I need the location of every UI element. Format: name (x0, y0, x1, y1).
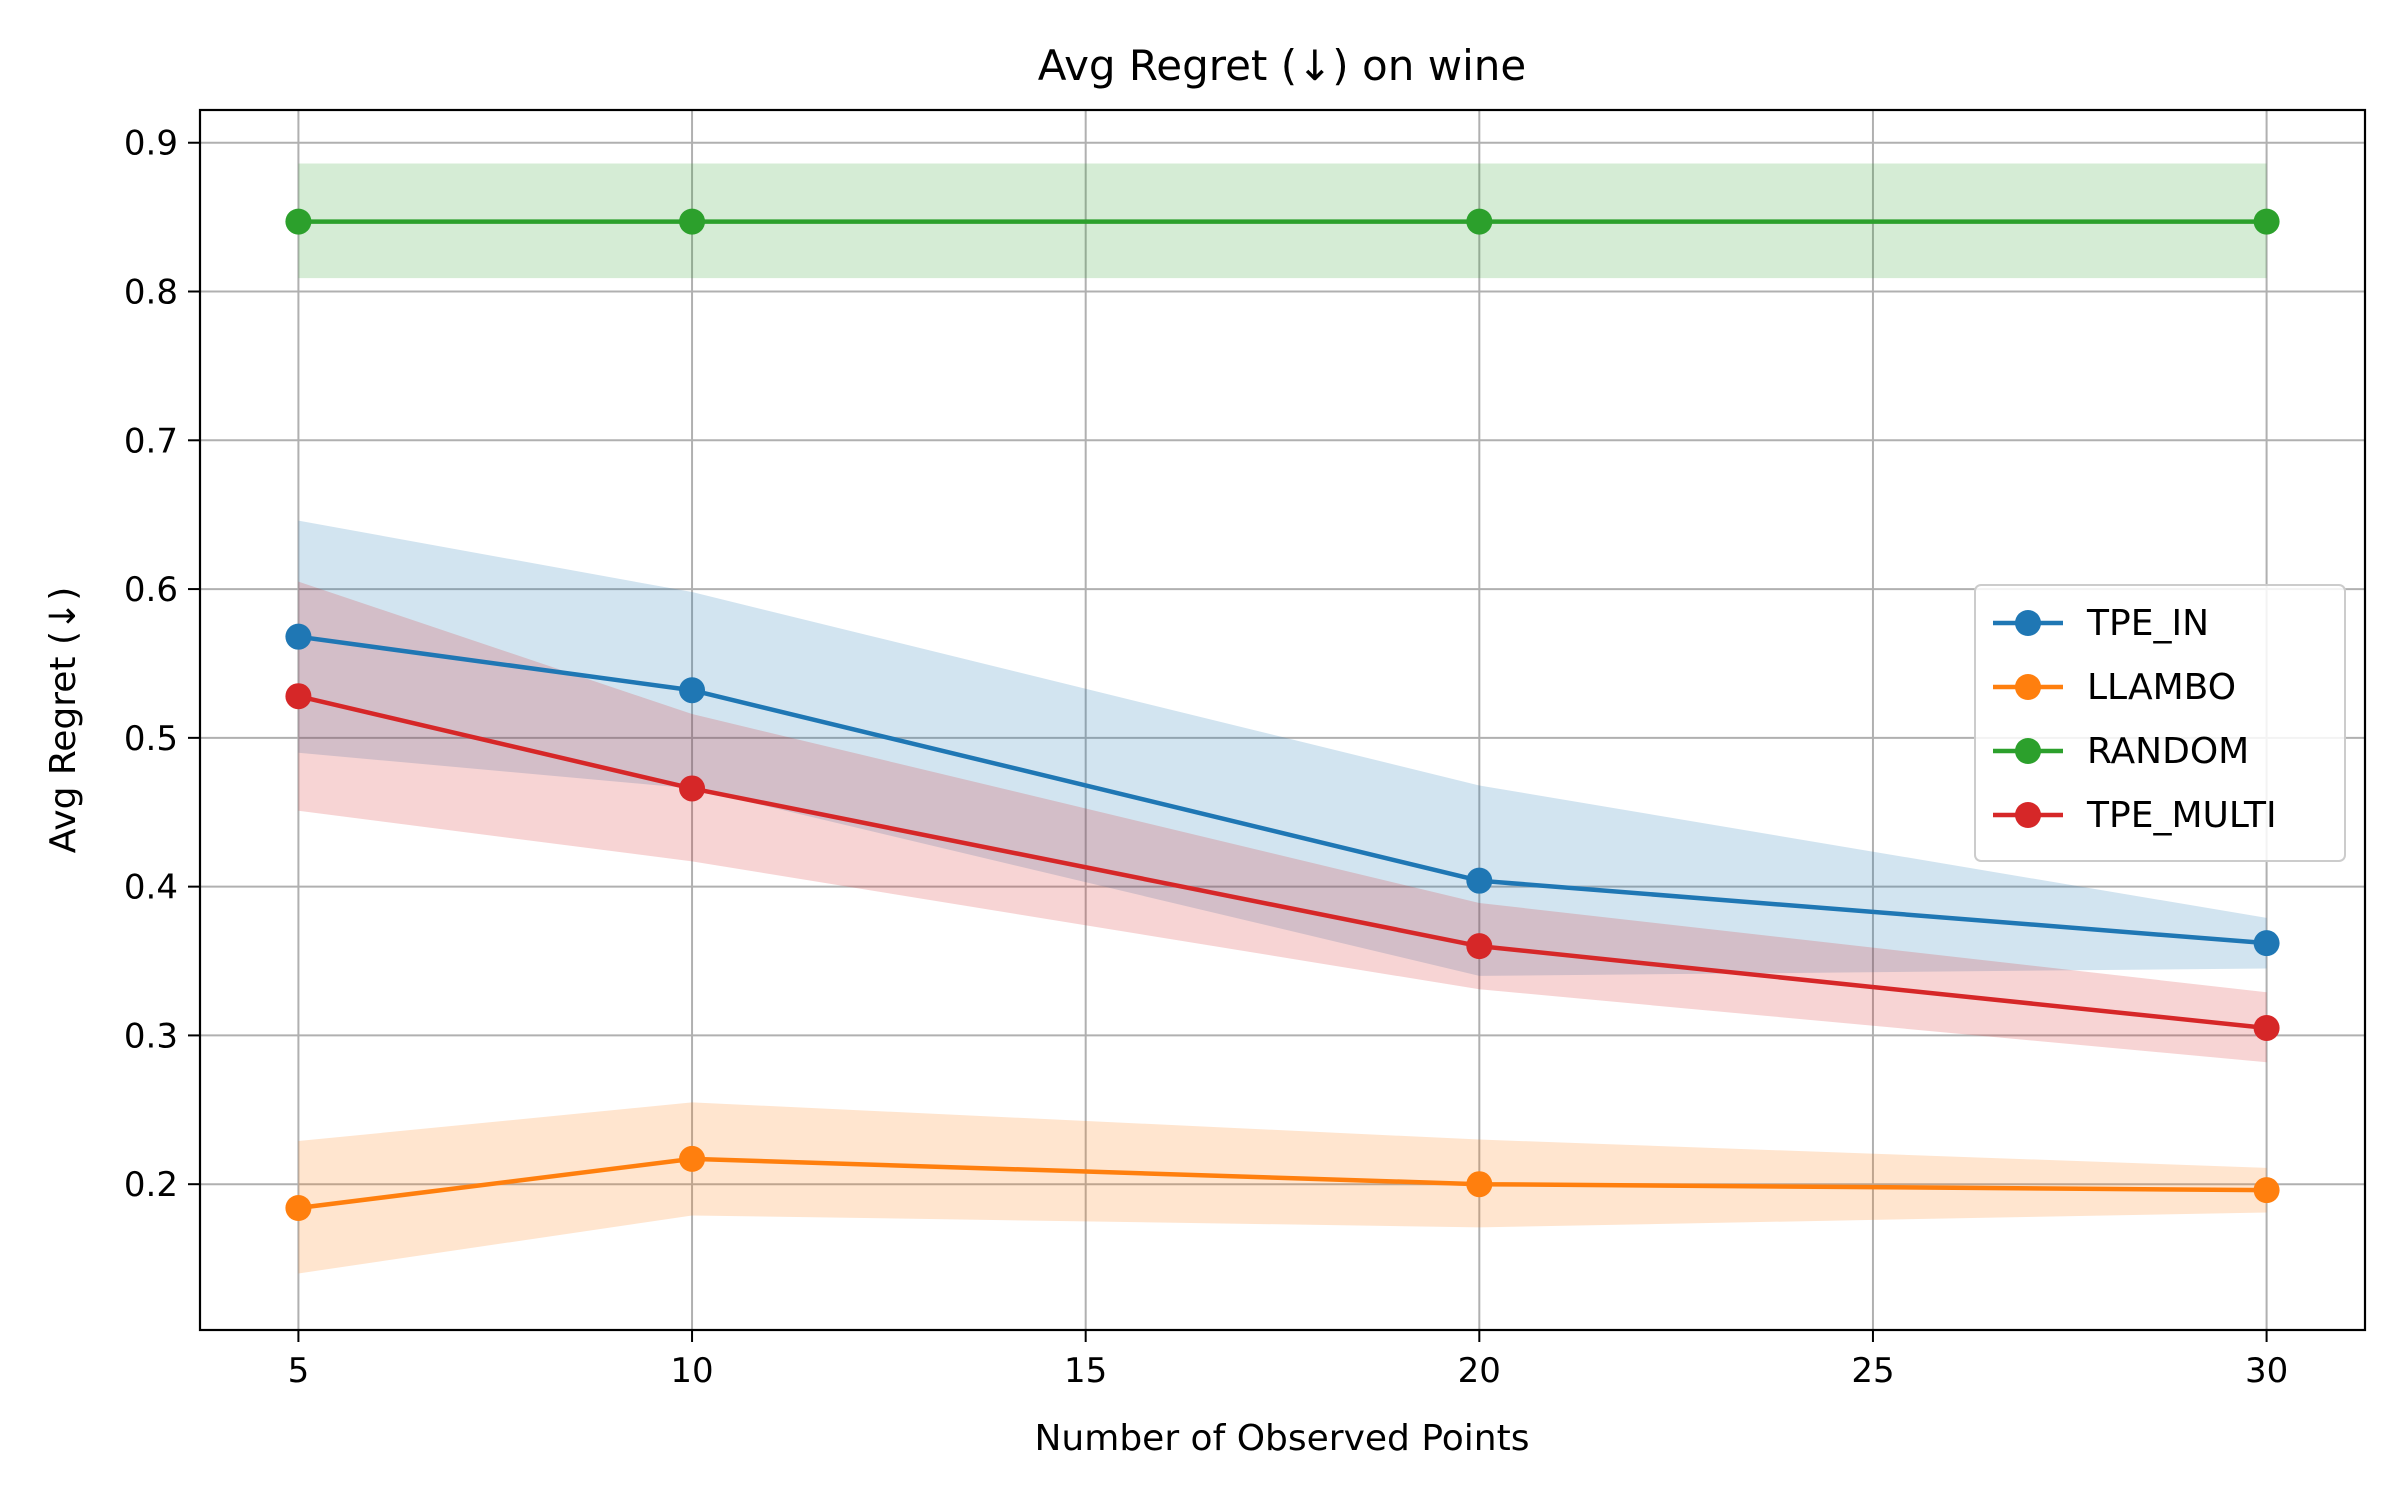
y-tick-label: 0.3 (124, 1016, 178, 1056)
axis-ticks: 5 10 15 20 25 30 0.2 0.3 0.4 0.5 0.6 0.7 0.8 0.9 (124, 124, 2288, 1391)
point-llambo (2253, 1177, 2280, 1204)
legend-swatch-marker (2015, 802, 2041, 828)
point-random (1466, 208, 1493, 235)
legend-frame (1974, 584, 2346, 862)
band-tpe-multi (298, 581, 2267, 1063)
point-llambo (1466, 1171, 1493, 1198)
x-tick-label: 30 (2245, 1351, 2288, 1391)
legend-entry: LLAMBO (1993, 667, 2236, 708)
legend-swatch-marker (2015, 738, 2041, 764)
legend-label: RANDOM (2087, 731, 2249, 772)
x-tick-label: 25 (1851, 1351, 1894, 1391)
legend-label: TPE_MULTI (2086, 795, 2277, 836)
band-llambo (298, 1102, 2267, 1274)
y-tick-label: 0.8 (124, 273, 178, 313)
legend-entry: TPE_IN (1993, 603, 2209, 644)
band-tpe-in (298, 520, 2267, 976)
point-tpe-in (2253, 930, 2280, 957)
point-tpe-in (679, 677, 706, 704)
point-llambo (679, 1145, 706, 1172)
line-llambo (298, 1156, 2267, 1211)
line-tpe-multi (297, 694, 2267, 1031)
plot-frame (198, 108, 2367, 1332)
point-tpe-multi (2253, 1014, 2280, 1041)
point-llambo (285, 1195, 312, 1221)
point-tpe-in (1466, 867, 1493, 894)
legend-label: TPE_IN (2086, 603, 2209, 644)
y-tick-label: 0.5 (124, 719, 178, 759)
point-random (285, 208, 312, 235)
legend-swatch-marker (2015, 674, 2041, 700)
x-tick-label: 20 (1458, 1351, 1501, 1391)
point-tpe-multi (1466, 933, 1493, 960)
x-axis-label: Number of Observed Points (1035, 1418, 1530, 1459)
y-tick-label: 0.7 (124, 421, 178, 461)
y-tick-label: 0.2 (124, 1165, 178, 1205)
point-tpe-in (285, 623, 312, 650)
y-tick-label: 0.9 (124, 124, 178, 164)
legend-entry: TPE_MULTI (1993, 795, 2277, 836)
line-tpe-in (298, 634, 2267, 946)
y-tick-label: 0.6 (124, 570, 178, 610)
y-tick-label: 0.4 (124, 868, 178, 908)
legend-swatch-marker (2015, 610, 2041, 636)
chart-title: Avg Regret (↓) on wine (1038, 41, 1526, 90)
x-tick-label: 15 (1064, 1351, 1107, 1391)
point-random (2253, 208, 2280, 235)
x-tick-label: 10 (670, 1351, 713, 1391)
point-random (679, 208, 706, 235)
legend-label: LLAMBO (2087, 667, 2236, 708)
point-tpe-multi (285, 683, 312, 710)
legend-entry: RANDOM (1993, 731, 2249, 772)
x-tick-label: 5 (288, 1351, 310, 1391)
series-markers (285, 208, 2280, 1221)
series-lines (297, 219, 2267, 1211)
y-axis-label: Avg Regret (↓) (43, 587, 84, 853)
point-tpe-multi (679, 775, 706, 802)
legend: TPE_IN LLAMBO RANDOM TPE_MULTI (1974, 584, 2346, 862)
